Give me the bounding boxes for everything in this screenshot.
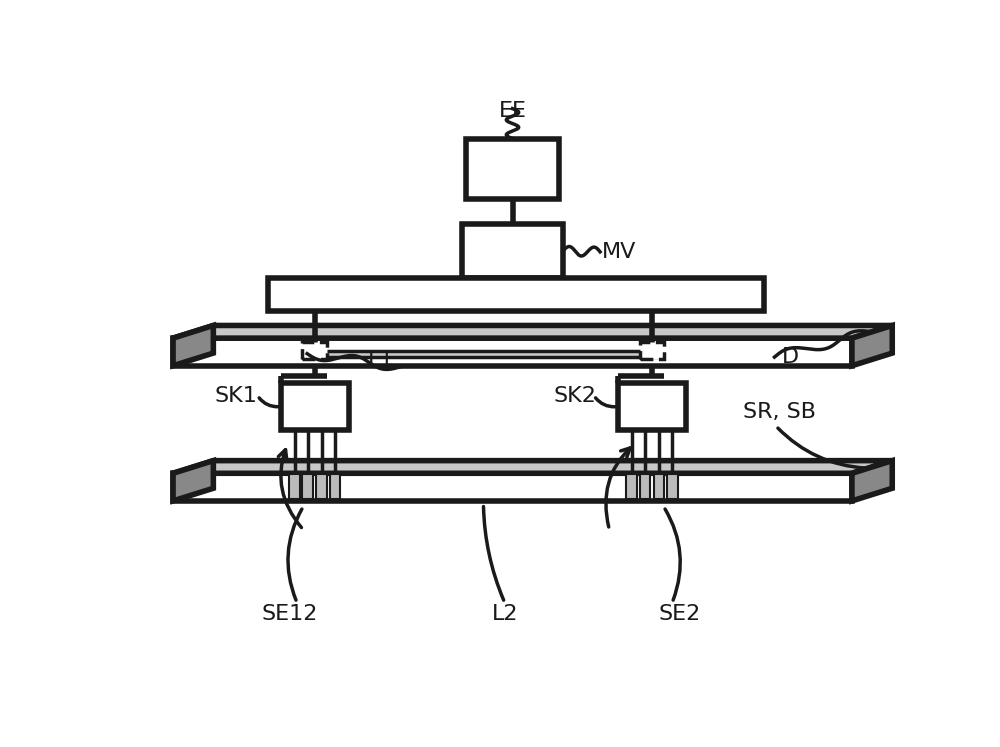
FancyBboxPatch shape	[289, 474, 300, 499]
Text: D: D	[781, 347, 799, 367]
FancyBboxPatch shape	[268, 279, 764, 311]
FancyBboxPatch shape	[307, 351, 660, 356]
Polygon shape	[173, 461, 892, 474]
Text: L2: L2	[492, 604, 518, 624]
FancyBboxPatch shape	[626, 474, 637, 499]
Polygon shape	[173, 338, 852, 366]
Polygon shape	[173, 474, 852, 501]
FancyBboxPatch shape	[640, 341, 664, 359]
FancyBboxPatch shape	[654, 474, 664, 499]
FancyBboxPatch shape	[302, 474, 313, 499]
FancyBboxPatch shape	[302, 341, 327, 359]
FancyBboxPatch shape	[466, 138, 559, 199]
FancyBboxPatch shape	[462, 223, 563, 279]
FancyBboxPatch shape	[618, 383, 686, 430]
FancyBboxPatch shape	[281, 383, 349, 430]
Text: SR, SB: SR, SB	[743, 402, 816, 422]
FancyBboxPatch shape	[640, 474, 650, 499]
Text: L1: L1	[368, 350, 394, 370]
Text: EE: EE	[498, 101, 526, 121]
Text: MV: MV	[602, 242, 637, 262]
FancyBboxPatch shape	[330, 474, 340, 499]
FancyBboxPatch shape	[316, 474, 327, 499]
Polygon shape	[173, 326, 213, 366]
Text: SK1: SK1	[214, 385, 257, 406]
Polygon shape	[852, 461, 892, 501]
Polygon shape	[173, 461, 213, 501]
Text: SE12: SE12	[261, 604, 317, 624]
Polygon shape	[173, 326, 892, 338]
FancyBboxPatch shape	[667, 474, 678, 499]
Polygon shape	[852, 326, 892, 366]
Text: SK2: SK2	[553, 385, 596, 406]
Text: SE2: SE2	[659, 604, 701, 624]
